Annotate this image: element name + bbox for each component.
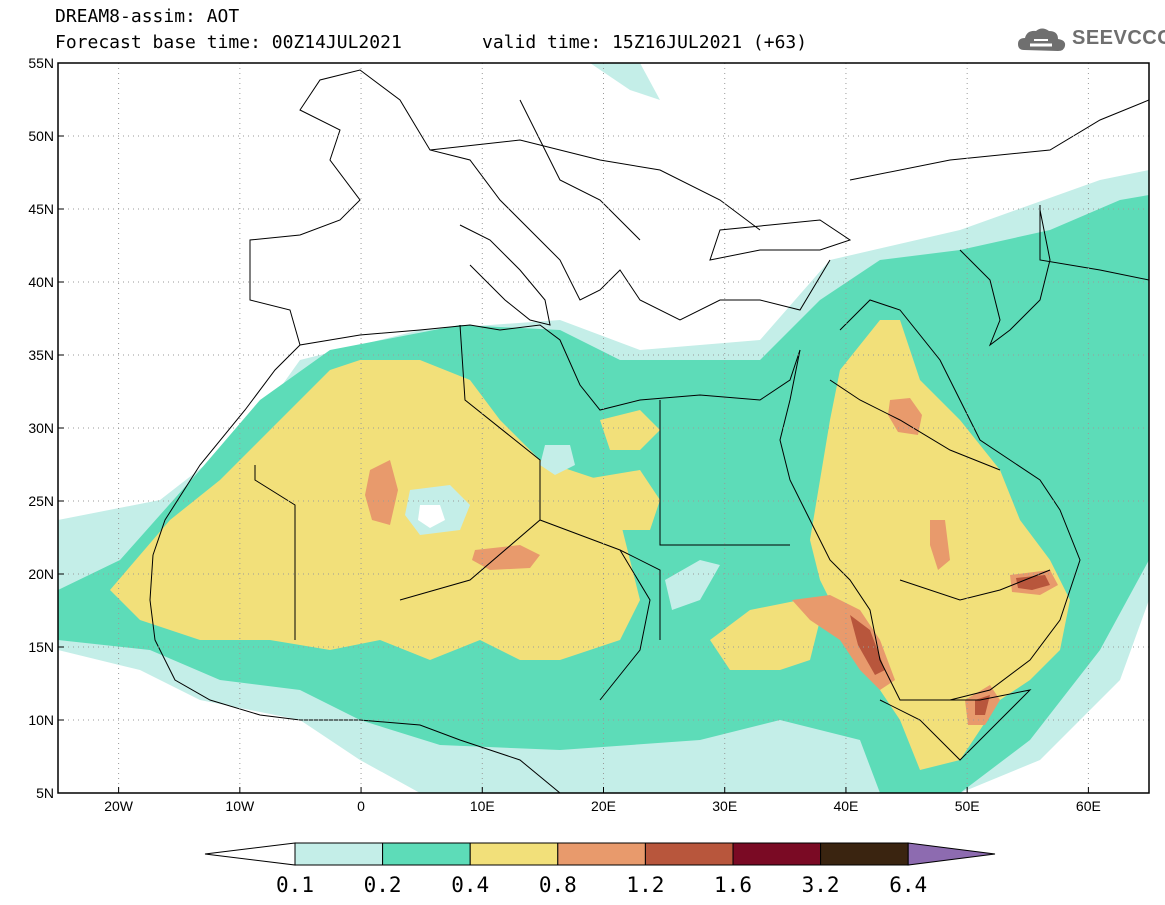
colorbar-level-label: 0.1 (276, 873, 314, 897)
lat-tick-label: 15N (28, 639, 54, 655)
coastline-west-africa (149, 554, 561, 793)
lon-tick-label: 30E (712, 798, 737, 814)
border-mideast (829, 379, 1001, 471)
border-asia (849, 99, 1149, 181)
colorbar-level-label: 1.6 (714, 873, 752, 897)
lat-tick-label: 25N (28, 493, 54, 509)
aot-band-1-2 (1016, 575, 1050, 590)
lat-tick-label: 20N (28, 566, 54, 582)
colorbar-box (294, 842, 384, 866)
lat-tick-label: 50N (28, 128, 54, 144)
title-line-1: DREAM8-assim: AOT (55, 6, 240, 27)
lon-tick-label: 10W (225, 798, 255, 814)
lon-tick-label: 60E (1076, 798, 1101, 814)
colorbar-box (732, 842, 822, 866)
lon-tick-label: 20E (591, 798, 616, 814)
colorbar-under-triangle (204, 842, 296, 866)
colorbar-box (644, 842, 734, 866)
colorbar-level-label: 1.2 (626, 873, 664, 897)
coastline-black-sea (709, 219, 852, 261)
title-line-2: Forecast base time: 00Z14JUL2021 (55, 32, 402, 53)
colorbar-box (469, 842, 559, 866)
gridlines (58, 63, 1149, 793)
lat-ticks: 55N 50N 45N 40N 35N 30N 25N 20N 15N 10N 5N (28, 55, 64, 801)
colorbar-level-label: 3.2 (802, 873, 840, 897)
border-africa-3 (459, 324, 541, 520)
colorbar-box (382, 842, 471, 866)
lon-tick-label: 20W (104, 798, 134, 814)
border-europe-1 (429, 139, 761, 231)
lat-tick-label: 45N (28, 201, 54, 217)
lat-tick-label: 30N (28, 420, 54, 436)
coastline-italy (459, 224, 551, 326)
lon-tick-label: 50E (955, 798, 980, 814)
coastline-caspian (959, 209, 1051, 347)
colorbar-over-triangle (907, 842, 996, 866)
colorbar-box (557, 842, 646, 866)
coastline-arabia (779, 299, 1081, 701)
lon-tick-label: 40E (833, 798, 858, 814)
colorbar-box (820, 842, 909, 866)
colorbar-level-label: 6.4 (889, 873, 927, 897)
lat-tick-label: 55N (28, 55, 54, 71)
border-arabia (899, 569, 1051, 601)
lat-tick-label: 5N (36, 785, 54, 801)
lat-tick-label: 40N (28, 274, 54, 290)
colorbar-level-label: 0.8 (539, 873, 577, 897)
lon-tick-label: 0 (357, 798, 365, 814)
border-asia-2 (1039, 205, 1149, 281)
border-africa-1 (254, 465, 296, 640)
border-europe-2 (519, 99, 641, 241)
border-africa-4 (659, 400, 790, 546)
logo-text: SEEVCCC (1072, 27, 1165, 49)
border-africa-2 (399, 519, 661, 640)
lat-tick-label: 35N (28, 347, 54, 363)
aot-band-0-8 (365, 460, 398, 525)
lon-ticks: 20W 10W 0 10E 20E 30E 40E 50E 60E (104, 787, 1101, 814)
border-africa-5 (599, 549, 651, 701)
coastline-africa (152, 324, 801, 556)
cloud-icon (1018, 28, 1066, 51)
valid-time: valid time: 15Z16JUL2021 (+63) (482, 32, 808, 53)
coastline-horn (879, 689, 1032, 761)
colorbar-level-label: 0.2 (364, 873, 402, 897)
lat-tick-label: 10N (28, 712, 54, 728)
lon-tick-label: 10E (470, 798, 495, 814)
colorbar-level-label: 0.4 (451, 873, 489, 897)
